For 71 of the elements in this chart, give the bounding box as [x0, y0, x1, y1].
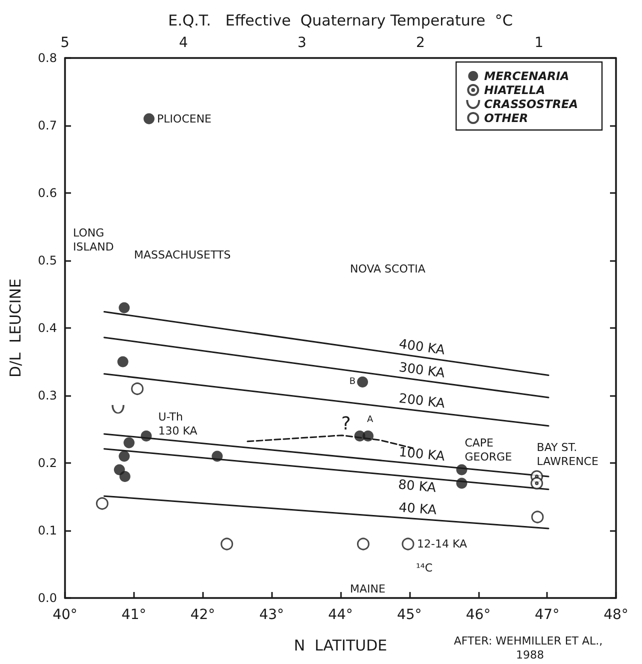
- point: [456, 464, 468, 476]
- annotation: ¹⁴C: [416, 562, 433, 574]
- y-tick-label: 0.4: [38, 321, 57, 335]
- legend-label: CRASSOSTREA: [484, 97, 578, 111]
- point: [117, 356, 128, 368]
- x2-axis-title: E.Q.T. Effective Quaternary Temperature °C: [168, 12, 513, 30]
- y-tick-label: 0.2: [38, 456, 57, 470]
- point: [140, 430, 152, 442]
- x-tick-label: 43°: [259, 607, 284, 623]
- x-tick-label: 42°: [190, 607, 216, 623]
- text: 400 KA: [398, 336, 446, 358]
- text: 100 KA: [398, 445, 446, 465]
- x-tick-label: 47°: [534, 607, 560, 623]
- y-tick-label: 0.0: [38, 591, 57, 605]
- annotation: ?: [341, 413, 351, 434]
- y-tick-label: 0.6: [38, 186, 57, 200]
- point: [357, 376, 368, 388]
- x2-tick-label: 1: [534, 35, 544, 51]
- series-label: 40 KA: [398, 500, 438, 518]
- annotation: NOVA SCOTIA: [350, 262, 426, 276]
- x-tick-label: 48°: [604, 607, 628, 623]
- x-tick-label: 44°: [328, 607, 353, 623]
- annotation: BAY ST. LAWRENCE: [536, 441, 598, 468]
- y-tick-label: 0.3: [38, 388, 57, 402]
- point: [212, 450, 223, 462]
- x-tick-label: 45°: [396, 607, 422, 623]
- y-tick-label: 0.7: [38, 118, 57, 132]
- point: [356, 538, 370, 550]
- x2-tick-label: 2: [416, 35, 425, 51]
- point: [118, 302, 130, 314]
- annotation: LONG ISLAND: [73, 226, 114, 254]
- text: 300 KA: [398, 360, 446, 382]
- annotation: PLIOCENE: [157, 112, 212, 126]
- annotation: A: [366, 415, 374, 425]
- point: [220, 538, 234, 550]
- y-tick-label: 0.5: [38, 254, 57, 268]
- annotation: 12-14 KA: [416, 538, 468, 550]
- line-series: [246, 434, 414, 449]
- point: [119, 471, 130, 482]
- point: [531, 510, 544, 524]
- x2-tick-label: 5: [60, 35, 70, 51]
- point: [112, 404, 124, 414]
- legend-label: OTHER: [484, 111, 528, 125]
- y-tick-label: 0.1: [38, 524, 57, 538]
- point: [362, 430, 374, 442]
- annotation: U-Th 130 KA: [158, 410, 198, 438]
- point: [96, 497, 108, 510]
- text: AFTER: WEHMILLER ET AL., 1988: [454, 634, 606, 662]
- text: 80 KA: [398, 478, 437, 496]
- point: [118, 450, 130, 462]
- point: [131, 382, 144, 395]
- point: [124, 437, 135, 448]
- annotation: B: [349, 377, 356, 387]
- x-tick-label: 40°: [52, 607, 78, 623]
- y-tick-label: 0.8: [38, 51, 57, 65]
- x-tick-label: 41°: [121, 607, 146, 623]
- legend-label: MERCENARIA: [484, 69, 570, 83]
- point: [456, 478, 468, 489]
- point: [402, 538, 414, 550]
- text: 200 KA: [398, 391, 446, 412]
- annotation: CAPE GEORGE: [464, 436, 512, 464]
- annotation: MAINE: [350, 582, 386, 596]
- x2-tick-label: 4: [179, 35, 188, 51]
- x-axis-title: N LATITUDE: [294, 636, 388, 654]
- point: [530, 477, 544, 490]
- x-tick-label: 46°: [466, 607, 491, 623]
- point: [144, 113, 155, 124]
- y-axis-title: D/L LEUCINE: [6, 278, 24, 378]
- annotation: MASSACHUSETTS: [134, 248, 231, 262]
- x2-tick-label: 3: [298, 35, 306, 51]
- legend-label: HIATELLA: [484, 83, 546, 97]
